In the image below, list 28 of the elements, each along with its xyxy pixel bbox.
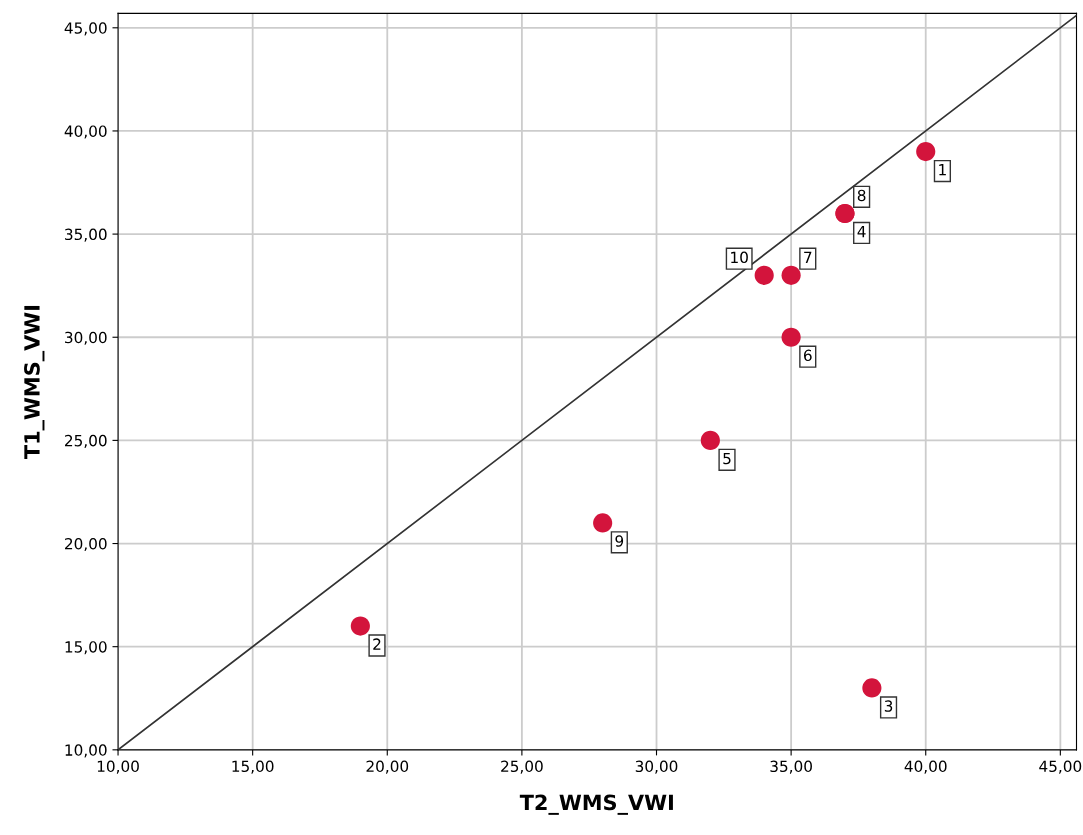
y-tick-label: 40,00 xyxy=(64,125,107,139)
annotation: 7 xyxy=(804,251,812,263)
x-tick-label: 40,00 xyxy=(904,760,947,774)
annotation: 10 xyxy=(731,251,748,264)
y-tick-label: 35,00 xyxy=(65,228,107,242)
y-tick-label: 10,00 xyxy=(65,744,107,758)
annotation: 8 xyxy=(857,189,866,202)
annotation: 1 xyxy=(939,164,946,176)
x-tick-label: 35,00 xyxy=(770,760,812,774)
y-tick-label: 45,00 xyxy=(64,22,107,36)
annotation: 6 xyxy=(803,349,812,362)
y-tick-label: 20,00 xyxy=(65,538,107,552)
x-tick-label: 30,00 xyxy=(635,760,678,774)
annotation: 5 xyxy=(723,452,731,465)
x-tick-label: 25,00 xyxy=(501,760,543,774)
annotation: 3 xyxy=(884,700,893,712)
y-tick-label: 30,00 xyxy=(65,331,107,345)
y-tick-label: 25,00 xyxy=(65,434,107,448)
x-tick-label: 45,00 xyxy=(1039,760,1082,774)
x-tick-label: 20,00 xyxy=(366,760,409,774)
x-tick-label: 15,00 xyxy=(232,760,274,774)
annotation: 9 xyxy=(615,535,624,547)
y-axis-title: T1_WMS_VWI xyxy=(24,305,45,460)
x-axis-title: T2_WMS_VWI xyxy=(519,794,673,815)
annotation: 2 xyxy=(373,638,381,650)
annotation: 4 xyxy=(857,225,866,238)
y-tick-label: 15,00 xyxy=(65,641,107,655)
x-tick-label: 10,00 xyxy=(97,760,139,774)
